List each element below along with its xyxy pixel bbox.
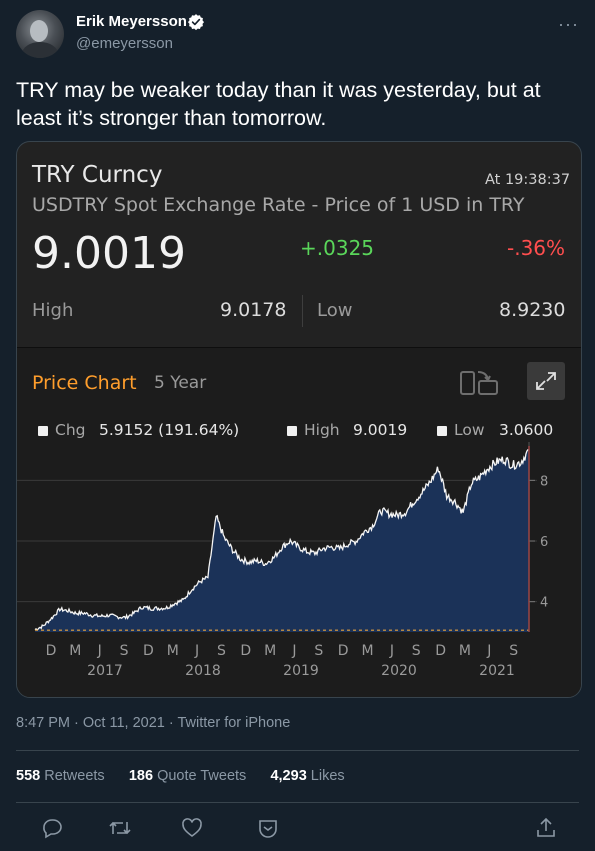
- y-tick-label: 6: [540, 535, 548, 550]
- x-month-label: S: [412, 643, 421, 659]
- x-year-label: 2019: [283, 663, 319, 679]
- legend-chg-value: 5.9152 (191.64%): [99, 421, 240, 439]
- divider: [16, 802, 579, 803]
- retweet-icon[interactable]: [108, 816, 132, 840]
- expand-icon: [536, 372, 556, 390]
- expand-button[interactable]: [527, 362, 565, 400]
- legend-chg-label: Chg: [55, 421, 86, 439]
- quote-tweets-stat[interactable]: 186 Quote Tweets: [129, 768, 246, 784]
- bookmark-icon[interactable]: [256, 816, 280, 840]
- quote-change-percent: -.36%: [507, 236, 566, 260]
- price-chart-range[interactable]: 5 Year: [154, 373, 207, 393]
- x-month-label: M: [459, 643, 471, 659]
- legend-low-value: 3.0600: [499, 421, 554, 439]
- legend-low-box[interactable]: [437, 426, 447, 436]
- x-month-label: J: [486, 643, 491, 659]
- avatar-face: [30, 20, 48, 42]
- legend-high-box[interactable]: [287, 426, 297, 436]
- tweet-timestamp[interactable]: 8:47 PM · Oct 11, 2021 · Twitter for iPh…: [16, 715, 291, 731]
- low-value: 8.9230: [499, 299, 566, 321]
- x-year-label: 2021: [479, 663, 515, 679]
- x-year-label: 2020: [381, 663, 417, 679]
- rotate-device-icon[interactable]: [459, 368, 499, 398]
- x-year-label: 2018: [185, 663, 221, 679]
- x-month-label: D: [240, 643, 251, 659]
- price-chart-title: Price Chart: [32, 372, 137, 394]
- x-month-label: M: [264, 643, 276, 659]
- x-month-label: D: [338, 643, 349, 659]
- more-options-icon[interactable]: ···: [558, 14, 579, 34]
- high-label: High: [32, 300, 74, 321]
- likes-label: Likes: [310, 768, 345, 784]
- y-tick-label: 8: [540, 474, 548, 489]
- x-month-label: M: [69, 643, 81, 659]
- x-month-label: J: [291, 643, 296, 659]
- quote-price: 9.0019: [32, 228, 186, 279]
- x-month-label: S: [509, 643, 518, 659]
- x-month-label: S: [120, 643, 129, 659]
- tweet-text: TRY may be weaker today than it was yest…: [16, 78, 541, 130]
- high-low-divider: [302, 295, 303, 327]
- legend-high-value: 9.0019: [353, 421, 408, 439]
- retweets-count: 558: [16, 768, 41, 784]
- verified-badge-icon: [187, 14, 205, 31]
- likes-stat[interactable]: 4,293 Likes: [270, 768, 344, 784]
- quote-subtitle: USDTRY Spot Exchange Rate - Price of 1 U…: [32, 194, 525, 216]
- quote-time: At 19:38:37: [485, 172, 571, 188]
- author-name[interactable]: Erik Meyersson: [76, 13, 187, 30]
- high-value: 9.0178: [220, 299, 287, 321]
- retweets-label: Retweets: [44, 768, 105, 784]
- divider: [16, 750, 579, 751]
- low-label: Low: [317, 300, 353, 321]
- price-area: [35, 449, 529, 632]
- y-tick-label: 4: [540, 596, 548, 611]
- legend-low-label: Low: [454, 421, 485, 439]
- ticker-name: TRY Curncy: [32, 162, 163, 188]
- x-month-label: S: [217, 643, 226, 659]
- bloomberg-quote-card[interactable]: TRY Curncy At 19:38:37 USDTRY Spot Excha…: [16, 141, 582, 698]
- price-line: [34, 448, 530, 631]
- x-month-label: M: [167, 643, 179, 659]
- x-month-label: D: [46, 643, 57, 659]
- y-axis-ticks: 4 6 8: [528, 442, 548, 632]
- tweet-stats: 558 Retweets 186 Quote Tweets 4,293 Like…: [16, 768, 345, 784]
- x-month-label: S: [314, 643, 323, 659]
- x-month-label: M: [362, 643, 374, 659]
- likes-count: 4,293: [270, 768, 307, 784]
- x-year-label: 2017: [87, 663, 123, 679]
- share-icon[interactable]: [534, 816, 558, 840]
- x-month-label: J: [194, 643, 199, 659]
- author-avatar[interactable]: [16, 10, 64, 58]
- author-handle[interactable]: @emeyersson: [76, 35, 173, 52]
- x-month-label: D: [143, 643, 154, 659]
- quote-change: +.0325: [300, 236, 375, 260]
- x-month-label: D: [435, 643, 446, 659]
- reply-icon[interactable]: [40, 816, 64, 840]
- legend-chg-box[interactable]: [38, 426, 48, 436]
- section-divider: [17, 347, 581, 348]
- avatar-shoulder: [22, 42, 58, 58]
- x-month-label: J: [97, 643, 102, 659]
- x-month-label: J: [389, 643, 394, 659]
- retweets-stat[interactable]: 558 Retweets: [16, 768, 105, 784]
- quote-tweets-count: 186: [128, 768, 154, 784]
- quote-tweets-label: Quote Tweets: [157, 768, 247, 784]
- legend-high-label: High: [304, 421, 340, 439]
- like-icon[interactable]: [180, 816, 204, 840]
